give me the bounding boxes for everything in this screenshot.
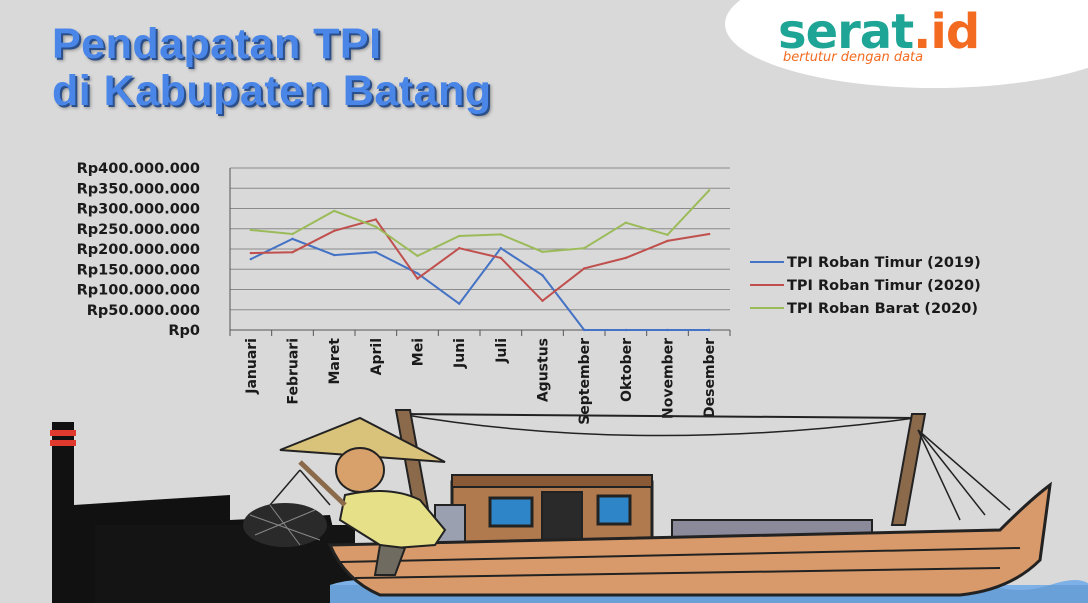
legend-label: TPI Roban Timur (2020) [787,278,981,294]
y-tick-label: Rp250.000.000 [77,222,200,238]
data-point [707,328,711,332]
data-point [582,246,586,250]
data-point [499,246,503,250]
data-point [332,253,336,257]
logo-name: serat [778,4,914,60]
x-tick-label: November [661,338,677,419]
data-point [416,254,419,258]
x-axis: Januari Februari Maret April Mei Juni Juli Agus… [229,330,731,425]
data-point [624,221,628,224]
x-tick-label: Mei [411,338,427,366]
data-point [666,328,669,332]
fisherman-icon [243,416,447,576]
data-point [666,239,669,243]
x-tick-label: Juli [494,338,510,364]
data-point [374,225,378,228]
boat-icon [327,409,1052,597]
x-tick-label: Juni [452,338,468,369]
y-tick-label: Rp300.000.000 [77,202,200,218]
data-point [416,272,419,275]
data-point [541,274,544,277]
data-point [707,232,711,236]
data-point [416,277,419,280]
x-tick-label: Januari [244,338,260,395]
logo: serat.id [778,4,980,60]
data-point [541,250,544,254]
data-point [457,246,461,250]
y-tick-label: Rp50.000.000 [87,303,200,319]
data-point [249,228,253,232]
data-point [291,232,294,236]
data-point [332,209,336,213]
data-point [332,229,336,232]
x-tick-label: Oktober [619,338,635,402]
data-point [666,233,669,237]
y-tick-label: Rp400.000.000 [77,161,200,177]
data-point [291,251,294,254]
data-point [707,189,711,192]
series-lines [249,189,711,332]
data-point [249,257,253,261]
page-title-line-2: di Kabupaten Batang [52,67,492,115]
data-point [582,267,586,270]
data-point [249,251,253,255]
data-point [499,233,503,236]
y-tick-label: Rp200.000.000 [77,242,200,258]
x-tick-label: Agustus [536,338,552,402]
data-point [374,251,378,254]
data-point [457,302,461,305]
series-line [250,237,710,331]
logo-tagline: bertutur dengan data [783,50,924,65]
y-tick-label: Rp350.000.000 [77,181,200,197]
data-point [582,328,586,332]
y-tick-label: Rp0 [168,323,200,339]
legend-label: TPI Roban Barat (2020) [787,301,978,317]
data-point [499,256,503,260]
data-point [457,234,461,238]
x-tick-label: September [577,338,593,425]
logo-dot: .id [913,4,980,60]
y-tick-label: Rp150.000.000 [77,262,200,278]
series-line [250,189,710,258]
x-tick-label: Maret [327,338,343,385]
legend: TPI Roban Timur (2019) TPI Roban Timur (2… [750,255,981,317]
x-tick-label: Desember [702,338,718,418]
y-axis: Rp0 Rp50.000.000 Rp100.000.000 Rp150.000.00… [77,161,200,339]
legend-label: TPI Roban Timur (2019) [787,255,981,271]
page-title-line-1: Pendapatan TPI [52,20,382,68]
data-point [624,328,628,332]
data-point [291,237,294,241]
data-point [624,256,628,260]
data-point [374,218,378,221]
x-tick-label: April [369,338,385,375]
series-line [250,218,710,303]
x-tick-label: Februari [286,338,302,405]
data-point [541,299,544,303]
y-tick-label: Rp100.000.000 [77,283,200,299]
